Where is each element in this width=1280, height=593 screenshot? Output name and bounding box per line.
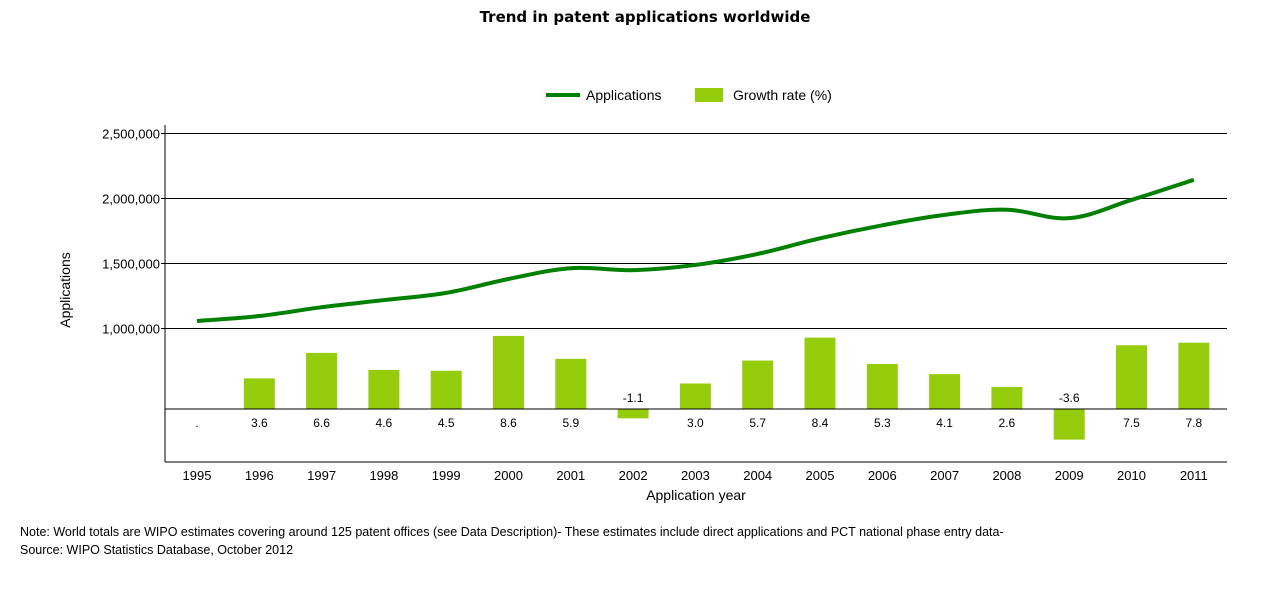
x-tick-label: 1996 — [245, 468, 274, 483]
legend-growth-swatch — [695, 88, 723, 102]
data-label-2005: 8.4 — [812, 416, 829, 430]
bar-2010 — [1116, 345, 1147, 409]
data-label-1998: 4.6 — [376, 416, 393, 430]
x-tick-label: 1999 — [432, 468, 461, 483]
bar-2002 — [617, 409, 649, 419]
x-tick-label: 2006 — [868, 468, 897, 483]
bar-1997 — [306, 352, 338, 409]
bar-2006 — [866, 363, 898, 409]
x-tick-label: 2001 — [556, 468, 585, 483]
bar-2005 — [804, 337, 836, 409]
bar-2000 — [493, 335, 524, 409]
x-tick-label: 2011 — [1180, 468, 1208, 483]
data-label-2011: 7.8 — [1185, 416, 1202, 430]
chart-title: Trend in patent applications worldwide — [480, 8, 811, 26]
x-tick-label: 2004 — [743, 468, 772, 483]
data-label-2007: 4.1 — [936, 416, 953, 430]
bar-2004 — [742, 360, 774, 409]
data-label-2000: 8.6 — [500, 416, 517, 430]
data-labels: . 3.6 6.6 4.6 4.5 8.6 5.9 -1.1 3.0 5.7 8.4 5.3 4.1 2.… — [195, 391, 1202, 430]
bar-2001 — [555, 358, 587, 409]
bar-2011 — [1178, 342, 1210, 409]
data-label-2002: -1.1 — [623, 391, 644, 405]
y-tick-label: 2,500,000 — [102, 127, 160, 142]
x-tick-label: 2010 — [1117, 468, 1146, 483]
y-tick-label: 1,000,000 — [102, 322, 160, 337]
x-tick-label: 2002 — [619, 468, 648, 483]
data-label-2004: 5.7 — [749, 416, 766, 430]
data-label-2010: 7.5 — [1123, 416, 1140, 430]
bar-2007 — [929, 374, 961, 409]
x-tick-label: 2009 — [1055, 468, 1084, 483]
x-tick-label: 2000 — [494, 468, 523, 483]
data-label-2008: 2.6 — [999, 416, 1016, 430]
x-tick-label: 1998 — [369, 468, 398, 483]
y-tick-label: 1,500,000 — [102, 257, 160, 272]
x-tick-label: 2008 — [992, 468, 1021, 483]
data-label-2003: 3.0 — [687, 416, 704, 430]
bar-1998 — [368, 369, 400, 409]
data-label-1995: . — [195, 416, 198, 430]
bar-2009 — [1053, 409, 1085, 440]
note-text: Note: World totals are WIPO estimates co… — [20, 525, 1004, 539]
x-tick-label: 2007 — [930, 468, 959, 483]
x-tick-label: 2003 — [681, 468, 710, 483]
x-axis-ticks: 1995 1996 1997 1998 1999 2000 2001 2002 2003 2004… — [183, 468, 1208, 483]
data-label-2009: -3.6 — [1059, 391, 1080, 405]
source-text: Source: WIPO Statistics Database, Octobe… — [20, 543, 294, 557]
bars — [243, 335, 1210, 440]
bar-2003 — [679, 383, 711, 409]
data-label-1997: 6.6 — [313, 416, 330, 430]
x-axis-label: Application year — [646, 487, 746, 503]
data-label-2006: 5.3 — [874, 416, 891, 430]
bar-2008 — [991, 386, 1023, 409]
y-axis-ticks: 1,000,000 1,500,000 2,000,000 2,500,000 — [102, 127, 160, 337]
data-label-1999: 4.5 — [438, 416, 455, 430]
y-tick-label: 2,000,000 — [102, 192, 160, 207]
x-tick-label: 2005 — [806, 468, 835, 483]
applications-line — [196, 177, 1195, 323]
x-tick-label: 1997 — [307, 468, 336, 483]
data-label-2001: 5.9 — [562, 416, 579, 430]
gridlines — [161, 133, 1227, 329]
applications-line-path — [196, 177, 1195, 323]
data-label-1996: 3.6 — [251, 416, 268, 430]
legend-applications-label: Applications — [586, 87, 662, 103]
legend-growth-label: Growth rate (%) — [733, 87, 832, 103]
y-axis-label: Applications — [57, 252, 73, 328]
legend: Applications Growth rate (%) — [546, 87, 832, 103]
bar-1996 — [243, 378, 275, 409]
bar-1999 — [430, 370, 462, 409]
x-tick-label: 1995 — [183, 468, 212, 483]
